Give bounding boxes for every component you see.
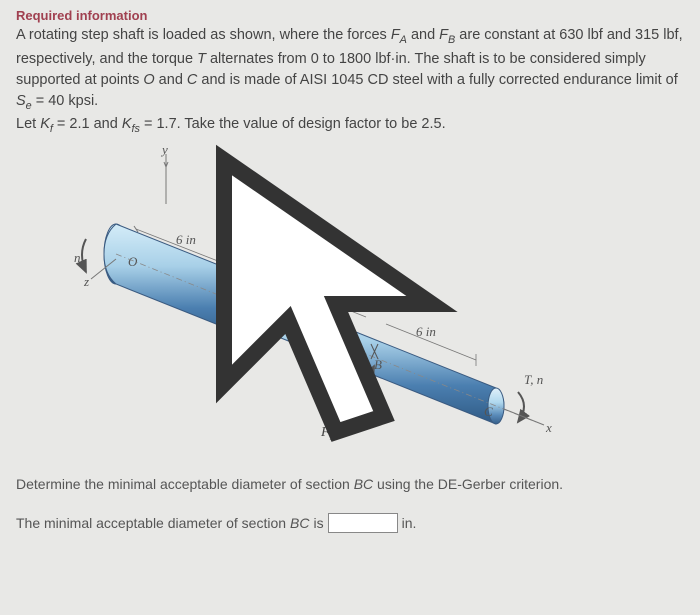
o-symbol: O	[143, 72, 154, 88]
sym: F	[439, 27, 448, 43]
kfs-symbol: Kfs	[122, 116, 140, 132]
sym: K	[122, 116, 132, 132]
sym: K	[40, 116, 50, 132]
t-symbol: T	[197, 51, 206, 67]
problem-statement: A rotating step shaft is loaded as shown…	[16, 25, 684, 138]
sub: A	[400, 34, 407, 46]
header-cut: Required information	[16, 8, 684, 23]
sub: fs	[132, 123, 140, 135]
diameter-input[interactable]	[328, 513, 398, 533]
text: A rotating step shaft is loaded as shown…	[16, 27, 391, 43]
text: using the DE-Gerber criterion.	[373, 476, 563, 492]
text: and	[155, 72, 187, 88]
text: = 40 kpsi.	[32, 93, 99, 109]
bc-symbol: BC	[290, 515, 309, 531]
text: made of AISI 1045 CD steel with a fully …	[244, 72, 678, 88]
text: The minimal acceptable diameter of secti…	[16, 515, 286, 531]
text: = 1.7. Take the value of design factor t…	[140, 116, 446, 132]
sym: S	[16, 93, 26, 109]
text: Determine the minimal acceptable diamete…	[16, 476, 354, 492]
unit-label: in.	[402, 515, 417, 531]
text: and	[407, 27, 439, 43]
fa-symbol: FA	[391, 27, 407, 43]
c-symbol: C	[187, 72, 197, 88]
text: is	[313, 515, 323, 531]
text: Let	[16, 116, 40, 132]
se-symbol: Se	[16, 93, 32, 109]
text: and is	[197, 72, 240, 88]
shaft-figure: y n z O 6 in FA A	[16, 144, 684, 464]
answer-row: The minimal acceptable diameter of secti…	[16, 513, 684, 533]
sym: F	[391, 27, 400, 43]
cursor-icon	[56, 144, 616, 464]
fb-symbol: FB	[439, 27, 455, 43]
text: alternates from 0 to 1800	[206, 51, 371, 67]
text: = 2.1 and	[53, 116, 122, 132]
bc-symbol: BC	[354, 476, 373, 492]
question-text: Determine the minimal acceptable diamete…	[16, 474, 684, 495]
kf-symbol: Kf	[40, 116, 53, 132]
text: are constant	[455, 27, 539, 43]
